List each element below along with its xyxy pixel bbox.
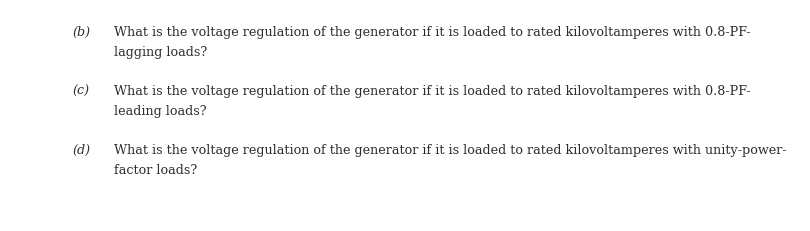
Text: lagging loads?: lagging loads?	[114, 46, 207, 59]
Text: (d): (d)	[72, 144, 91, 157]
Text: What is the voltage regulation of the generator if it is loaded to rated kilovol: What is the voltage regulation of the ge…	[114, 85, 751, 98]
Text: (b): (b)	[72, 26, 91, 39]
Text: leading loads?: leading loads?	[114, 105, 207, 118]
Text: factor loads?: factor loads?	[114, 164, 197, 177]
Text: (c): (c)	[72, 85, 89, 98]
Text: What is the voltage regulation of the generator if it is loaded to rated kilovol: What is the voltage regulation of the ge…	[114, 144, 787, 157]
Text: What is the voltage regulation of the generator if it is loaded to rated kilovol: What is the voltage regulation of the ge…	[114, 26, 751, 39]
